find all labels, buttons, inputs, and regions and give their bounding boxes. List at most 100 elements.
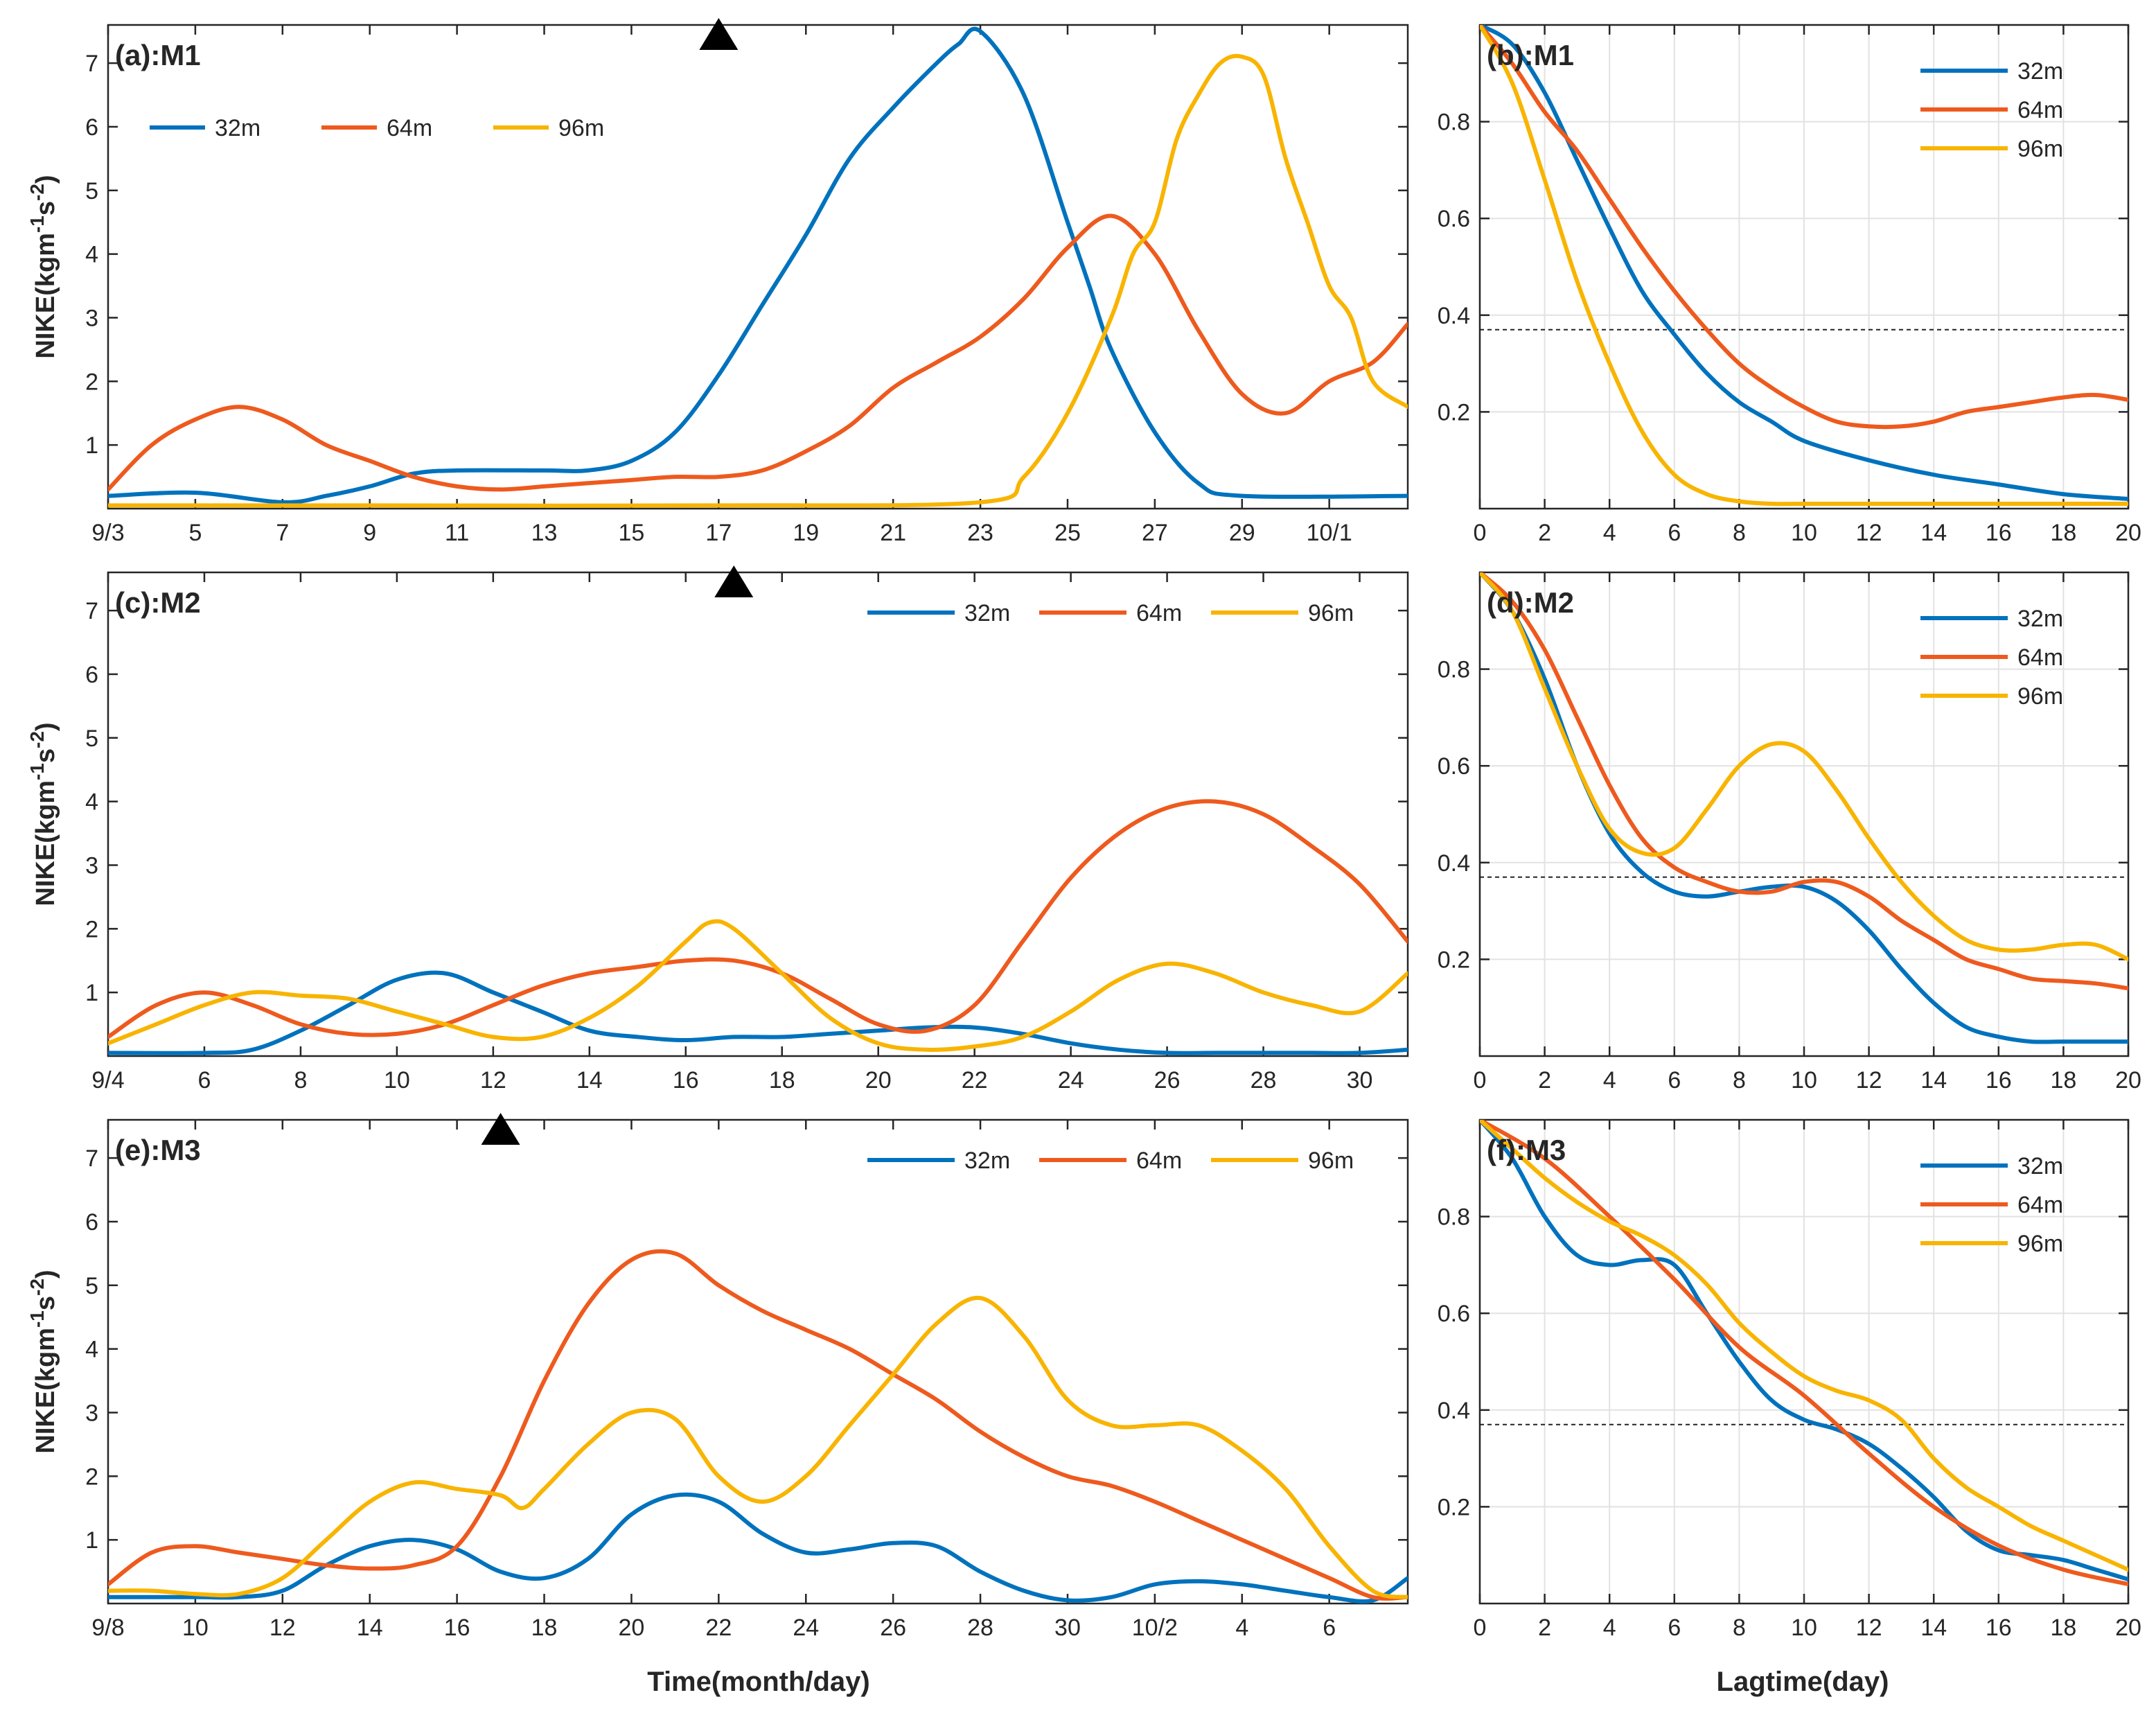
legend-label-64m: 64m — [1136, 1148, 1182, 1174]
x-tick-label-c: 8 — [294, 1067, 307, 1093]
x-tick-label-f: 6 — [1668, 1615, 1681, 1641]
legend-label-96m: 96m — [558, 115, 604, 141]
y-tick-label-c: 2 — [85, 916, 98, 942]
x-axis-label-time: Time(month/day) — [647, 1667, 870, 1697]
axis-box-a — [107, 24, 1409, 510]
x-tick-label-c: 16 — [673, 1067, 699, 1093]
x-tick-label-f: 0 — [1474, 1615, 1487, 1641]
x-axis-label-lagtime: Lagtime(day) — [1717, 1667, 1889, 1697]
x-tick-label-d: 6 — [1668, 1067, 1681, 1093]
panel-d: 0 2 4 6 8 10 12 14 16 18 20 0.2 0.4 0.6 0.8 (d):M2 32m 64… — [1438, 571, 2141, 1093]
series-line-b-32m — [1480, 25, 2128, 501]
x-tick-label-d: 2 — [1538, 1067, 1551, 1093]
y-tick-label-a: 3 — [85, 305, 98, 331]
x-tick-label-b: 14 — [1920, 520, 1947, 546]
y-tick-label-c: 6 — [85, 662, 98, 688]
y-tick-label-e: 7 — [85, 1145, 98, 1172]
x-tick-label-b: 16 — [1986, 520, 2012, 546]
x-tick-label-c: 18 — [769, 1067, 795, 1093]
y-axis-label-part: ) — [31, 722, 60, 731]
y-axis-label-part: ) — [31, 175, 60, 184]
x-tick-label-f: 2 — [1538, 1615, 1551, 1641]
x-tick-label-e: 16 — [444, 1615, 470, 1641]
y-tick-label-a: 5 — [85, 178, 98, 204]
x-tick-label-f: 16 — [1986, 1615, 2012, 1641]
x-tick-label-b: 0 — [1474, 520, 1487, 546]
y-axis-label-a: NIKE(kgm-1s-2) — [26, 175, 61, 358]
series-line-b-96m — [1480, 25, 2128, 507]
y-axis-label-part: NIKE(kgm — [31, 780, 60, 906]
x-tick-label-e: 4 — [1235, 1615, 1248, 1641]
x-tick-label-b: 10 — [1791, 520, 1817, 546]
y-axis-label-part: s — [31, 748, 60, 763]
series-line-f-96m — [1480, 1120, 2128, 1572]
y-tick-label-c: 4 — [85, 789, 98, 816]
x-tick-label-a: 10/1 — [1307, 520, 1352, 546]
series-line-f-64m — [1480, 1120, 2128, 1587]
event-marker-triangle-c — [714, 565, 754, 597]
x-tick-label-c: 14 — [576, 1067, 603, 1093]
x-tick-label-c: 30 — [1347, 1067, 1373, 1093]
x-tick-label-a: 9 — [363, 520, 376, 546]
panel-title-d: (d):M2 — [1487, 586, 1574, 619]
panel-title-a: (a):M1 — [115, 39, 201, 71]
x-tick-label-d: 18 — [2050, 1067, 2076, 1093]
y-tick-label-b: 0.6 — [1438, 206, 1470, 232]
y-tick-label-e: 2 — [85, 1464, 98, 1490]
y-tick-label-e: 1 — [85, 1527, 98, 1554]
y-axis-label-c: NIKE(kgm-1s-2) — [26, 722, 61, 906]
x-tick-label-a: 17 — [705, 520, 732, 546]
y-axis-label-part: -2 — [26, 1279, 48, 1296]
x-tick-label-e: 10 — [182, 1615, 209, 1641]
y-axis-label-part: NIKE(kgm — [31, 233, 60, 359]
x-tick-label-a: 7 — [276, 520, 289, 546]
y-axis-label-part: NIKE(kgm — [31, 1328, 60, 1454]
axis-box-c — [107, 571, 1409, 1057]
x-tick-label-a: 27 — [1142, 520, 1168, 546]
x-tick-label-d: 4 — [1603, 1067, 1616, 1093]
y-tick-label-a: 4 — [85, 242, 98, 268]
x-tick-label-c: 6 — [198, 1067, 211, 1093]
series-line-e-32m — [108, 1492, 1408, 1604]
panel-f: 0 2 4 6 8 10 12 14 16 18 20 0.2 0.4 0.6 0.8 (f):M3 32m 64… — [1438, 1118, 2141, 1641]
x-tick-label-c: 9/4 — [91, 1067, 124, 1093]
y-tick-label-c: 3 — [85, 852, 98, 879]
x-tick-label-a: 29 — [1229, 520, 1255, 546]
x-tick-label-a: 15 — [619, 520, 645, 546]
y-tick-label-d: 0.4 — [1438, 850, 1470, 877]
plot-area-e — [108, 1120, 1408, 1604]
legend-label-32m: 32m — [2017, 1153, 2063, 1179]
panel-title-e: (e):M3 — [115, 1134, 201, 1166]
x-tick-label-a: 19 — [793, 520, 819, 546]
y-tick-label-d: 0.8 — [1438, 657, 1470, 683]
series-line-e-96m — [108, 1296, 1408, 1599]
legend-label-32m: 32m — [964, 1148, 1010, 1174]
panel-title-c: (c):M2 — [115, 586, 201, 619]
x-tick-label-a: 13 — [531, 520, 558, 546]
series-line-a-96m — [108, 53, 1408, 508]
x-tick-label-b: 18 — [2050, 520, 2076, 546]
x-tick-label-c: 24 — [1058, 1067, 1084, 1093]
x-tick-label-a: 21 — [880, 520, 906, 546]
legend-label-64m: 64m — [2017, 97, 2063, 123]
legend-label-64m: 64m — [1136, 600, 1182, 626]
x-tick-label-e: 12 — [270, 1615, 296, 1641]
x-tick-label-a: 23 — [967, 520, 993, 546]
x-tick-label-d: 12 — [1856, 1067, 1882, 1093]
y-tick-label-a: 6 — [85, 114, 98, 141]
plot-area-a — [108, 25, 1408, 509]
x-tick-label-d: 8 — [1733, 1067, 1746, 1093]
series-line-c-96m — [108, 919, 1408, 1052]
x-tick-label-b: 20 — [2115, 520, 2141, 546]
series-line-a-32m — [108, 26, 1408, 504]
event-marker-triangle-a — [699, 18, 739, 50]
x-tick-label-e: 22 — [705, 1615, 732, 1641]
legend-label-32m: 32m — [2017, 58, 2063, 85]
series-line-d-64m — [1480, 572, 2128, 991]
x-tick-label-b: 12 — [1856, 520, 1882, 546]
x-tick-label-e: 30 — [1054, 1615, 1081, 1641]
y-tick-label-b: 0.8 — [1438, 109, 1470, 136]
